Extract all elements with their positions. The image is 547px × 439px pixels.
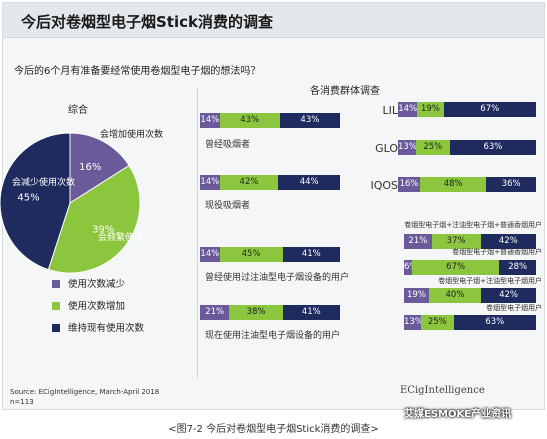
legend-label-reduce: 使用次数减少 — [68, 279, 126, 290]
source-line: Source: ECigIntelligence, March-April 20… — [10, 388, 160, 396]
legend-item-reduce: 使用次数减少 — [52, 276, 125, 290]
bar-segment-maintain: 43% — [279, 113, 340, 128]
pie-label-maintain: 45% — [17, 192, 39, 203]
bar-segment-maintain: 36% — [486, 177, 536, 192]
bar-segment-maintain: 63% — [449, 140, 536, 155]
bar-segment-maintain: 28% — [499, 260, 536, 275]
stacked-bar: 19% 40% 42% — [404, 288, 536, 303]
bar-segment-maintain: 63% — [453, 315, 536, 330]
stacked-bar: 14% 19% 67% — [398, 102, 536, 117]
bar-group-label: 卷烟型电子烟用户 — [486, 304, 542, 312]
stacked-bar: 13%25%63% — [404, 315, 536, 330]
pie-label-reduce: 16% — [79, 162, 101, 173]
bar-group-label: IQOS — [370, 179, 398, 192]
source-note: Source: ECigIntelligence, March-April 20… — [10, 387, 159, 407]
pie-chart: 16% 会增加使用次数 39%会频繁使用 45% 会减少使用次数 — [0, 128, 163, 274]
pie-annotation-increase: 会频繁使用 — [98, 231, 143, 243]
legend-label-increase: 使用次数增加 — [68, 301, 126, 312]
bar-group-label: 曾经使用过注油型电子烟设备的用户 — [205, 273, 350, 283]
bar-group-label: GLO — [375, 142, 398, 155]
bar-segment-increase: 40% — [428, 288, 482, 303]
bar-segment-maintain: 41% — [282, 305, 340, 320]
pie-title: 综合 — [68, 105, 88, 116]
bar-segment-maintain: 41% — [282, 247, 340, 262]
bar-group-label: 卷烟型电子烟+注油型电子烟用户 — [438, 277, 542, 285]
bar-segment-reduce: 21% — [404, 234, 432, 249]
pie-slice-maintain — [0, 132, 71, 271]
bar-segment-reduce: 14% — [200, 113, 220, 128]
bar-group-label: 卷烟型电子烟+普通香烟用户 — [452, 248, 542, 256]
bar-segment-maintain: 42% — [480, 234, 536, 249]
bar-segment-reduce: 13% — [398, 140, 416, 155]
legend-swatch-reduce — [52, 280, 60, 288]
bar-segment-maintain: 44% — [278, 175, 340, 190]
bar-segment-increase: 38% — [229, 305, 283, 320]
bar-group-label: LIL — [382, 104, 398, 117]
stacked-bar: 14% 42% 44% — [200, 175, 340, 190]
ecigintelligence-logo: ECigIntelligence — [400, 385, 485, 396]
pie-annotation-maintain: 会减少使用次数 — [12, 176, 75, 188]
stacked-bar: 13%25%63% — [398, 140, 536, 155]
legend-item-maintain: 维持现有使用次数 — [52, 320, 144, 334]
bar-segment-increase: 25% — [415, 140, 450, 155]
bar-segment-increase: 25% — [420, 315, 454, 330]
bar-segment-reduce: 6% — [404, 260, 412, 275]
bar-segment-increase: 19% — [417, 102, 444, 117]
bar-group-label: 现役吸烟者 — [205, 201, 251, 211]
bar-segment-reduce: 19% — [404, 288, 429, 303]
legend-swatch-maintain — [52, 324, 60, 332]
bar-segment-maintain: 67% — [443, 102, 536, 117]
bar-segment-increase: 37% — [431, 234, 481, 249]
survey-question: 今后的6个月有准备要经常使用卷烟型电子烟的想法吗？ — [14, 66, 261, 77]
pie-label-increase: 39% — [92, 225, 114, 236]
stacked-bar: 21% 38% 41% — [200, 305, 340, 320]
bar-segment-increase: 45% — [219, 247, 283, 262]
pie-slice-reduce — [69, 132, 130, 204]
title-bar: 今后对卷烟型电子烟Stick消费的调查 — [3, 3, 544, 38]
bar-segment-increase: 42% — [219, 175, 279, 190]
watermark: 艾媒ESMOKE产业资讯 — [404, 409, 512, 420]
bar-segment-increase: 48% — [420, 177, 487, 192]
bar-group-label: 卷烟型电子烟+注油型电子烟+普通香烟用户 — [404, 221, 542, 229]
bar-segment-reduce: 14% — [398, 102, 418, 117]
figure-caption: <图7-2 今后对卷烟型电子烟Stick消费的调查> — [168, 424, 379, 435]
pie-slice-increase — [47, 164, 141, 274]
bar-segment-reduce: 14% — [200, 247, 220, 262]
legend-item-increase: 使用次数增加 — [52, 298, 125, 312]
bar-segment-reduce: 14% — [200, 175, 220, 190]
bar-group-label: 现在使用注油型电子烟设备的用户 — [205, 331, 341, 341]
bar-segment-maintain: 42% — [481, 288, 536, 303]
bar-segment-reduce: 13% — [404, 315, 421, 330]
bar-segment-reduce: 21% — [200, 305, 230, 320]
bar-segment-increase: 43% — [219, 113, 280, 128]
stacked-bar: 14% 43% 43% — [200, 113, 340, 128]
bar-section-title: 各消费群体调查 — [310, 86, 380, 97]
sample-size: n=113 — [10, 398, 34, 406]
stacked-bar: 6%67%28% — [404, 260, 536, 275]
bar-group-label: 曾经吸烟者 — [205, 140, 251, 150]
pie-annotation-reduce: 会增加使用次数 — [100, 128, 163, 140]
legend-label-maintain: 维持现有使用次数 — [68, 323, 145, 334]
stacked-bar: 21% 37% 42% — [404, 234, 536, 249]
bar-segment-increase: 67% — [411, 260, 500, 275]
stacked-bar: 14% 45% 41% — [200, 247, 340, 262]
section-divider — [197, 88, 198, 378]
page-title: 今后对卷烟型电子烟Stick消费的调查 — [21, 13, 273, 31]
bar-segment-reduce: 16% — [398, 177, 421, 192]
stacked-bar: 16% 48% 36% — [398, 177, 536, 192]
legend-swatch-increase — [52, 302, 60, 310]
